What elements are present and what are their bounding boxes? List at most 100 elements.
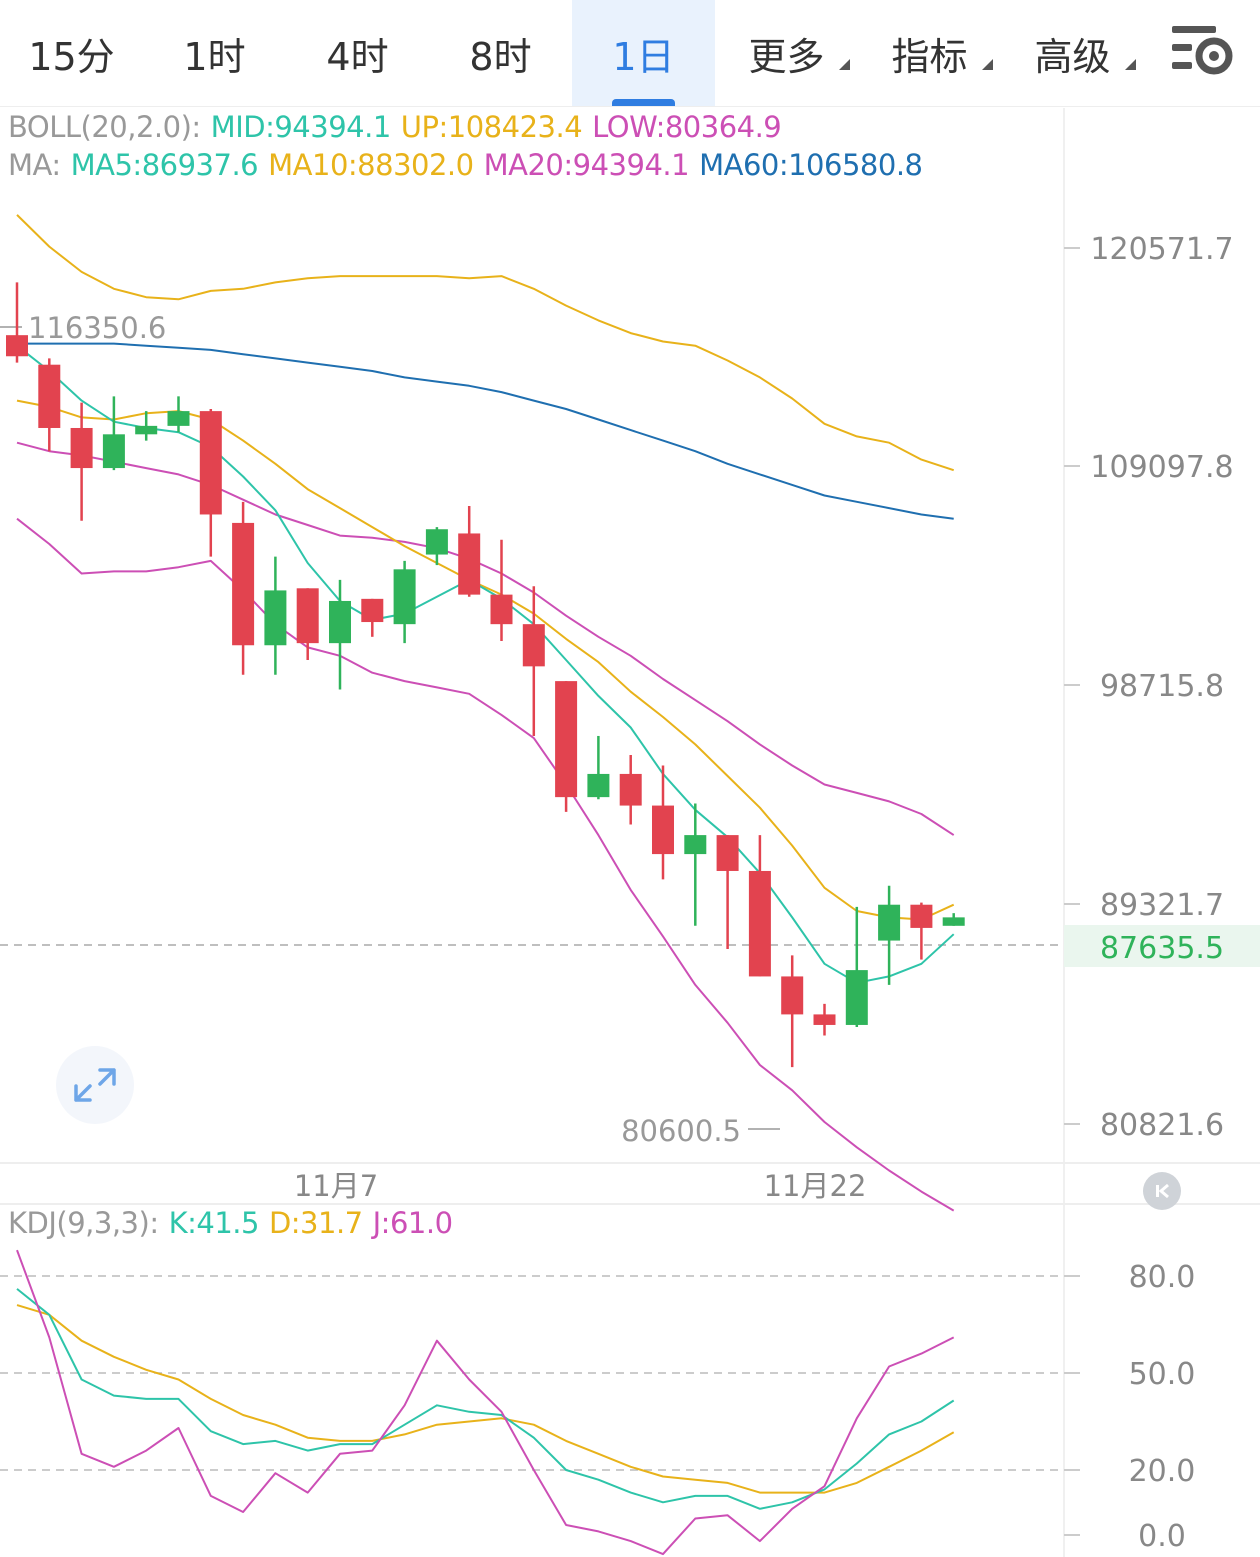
candle-body — [135, 425, 158, 435]
kdj-legend-name: KDJ(9,3,3): — [8, 1206, 159, 1240]
candle — [942, 913, 965, 926]
candle — [458, 506, 481, 597]
tab-advanced[interactable]: 高级 — [1001, 0, 1144, 106]
candle-body — [458, 533, 481, 595]
high-price-marker: 116350.6 — [28, 311, 166, 345]
candle-body — [684, 835, 707, 855]
ma10-line — [16, 399, 955, 921]
candle-body — [102, 434, 125, 469]
tab-4hour[interactable]: 4时 — [286, 0, 429, 106]
tab-indicators[interactable]: 指标 — [858, 0, 1001, 106]
candle — [232, 501, 255, 675]
candle — [393, 560, 416, 644]
candle — [910, 902, 933, 960]
tab-8hour[interactable]: 8时 — [429, 0, 572, 106]
boll-legend-name: BOLL(20,2.0): — [8, 110, 201, 144]
candle — [361, 598, 384, 637]
ma-legend: MA: MA5:86937.6 MA10:88302.0 MA20:94394.1 MA… — [8, 148, 932, 182]
candle-body — [781, 976, 804, 1015]
ma5-line — [16, 344, 955, 984]
boll-lower-line — [16, 517, 955, 1212]
kdj-k-line — [16, 1288, 955, 1510]
candle — [38, 358, 61, 452]
tab-label: 高级 — [1034, 34, 1111, 79]
boll-up-value: UP:108423.4 — [400, 110, 583, 144]
candle — [296, 588, 319, 661]
scroll-to-latest-button[interactable] — [1143, 1172, 1181, 1210]
kdj-legend: KDJ(9,3,3): K:41.5 D:31.7 J:61.0 — [8, 1206, 463, 1240]
chart-settings-button[interactable] — [1162, 18, 1242, 88]
candle-body — [619, 773, 642, 806]
candle — [70, 402, 93, 521]
dropdown-triangle-icon — [982, 59, 993, 70]
tab-label: 指标 — [891, 34, 968, 79]
candle — [878, 885, 901, 985]
candle — [329, 579, 351, 690]
candle — [199, 408, 222, 557]
candle — [490, 539, 513, 642]
date-label: 11月7 — [294, 1169, 378, 1203]
candle — [845, 906, 868, 1028]
candle — [522, 586, 545, 736]
candle-body — [232, 522, 255, 646]
ma5-value: MA5:86937.6 — [70, 148, 259, 182]
active-tab-indicator — [612, 99, 675, 106]
candle-body — [167, 411, 190, 426]
candle — [425, 527, 448, 566]
candle-body — [587, 773, 610, 798]
candle-body — [910, 904, 933, 928]
kdj-axis-label: 50.0 — [1129, 1357, 1196, 1392]
kdj-axis-label: 80.0 — [1129, 1260, 1196, 1295]
ma-legend-name: MA: — [8, 148, 61, 182]
candle — [6, 282, 28, 363]
candle-body — [393, 569, 416, 625]
tab-more[interactable]: 更多 — [715, 0, 858, 106]
tab-1hour[interactable]: 1时 — [143, 0, 286, 106]
candle-body — [748, 870, 771, 977]
candle — [264, 556, 287, 675]
candle — [748, 835, 771, 977]
price-axis-label: 109097.8 — [1090, 450, 1233, 485]
candle — [619, 754, 642, 825]
candle — [652, 765, 674, 880]
current-price-label: 87635.5 — [1100, 931, 1224, 966]
ma10-value: MA10:88302.0 — [268, 148, 474, 182]
kdj-lines-layer — [16, 1249, 955, 1556]
dropdown-triangle-icon — [1125, 59, 1136, 70]
kdj-d-line — [16, 1304, 955, 1494]
kdj-axis-label: 20.0 — [1129, 1454, 1196, 1489]
price-axis-label: 80821.6 — [1100, 1108, 1224, 1143]
candle — [167, 396, 190, 433]
candle — [555, 681, 578, 812]
tab-label: 更多 — [748, 34, 825, 79]
price-axis-label: 120571.7 — [1090, 232, 1233, 267]
kdj-j-value: J:61.0 — [372, 1206, 453, 1240]
candle — [587, 735, 610, 800]
candle — [813, 1003, 836, 1036]
ma60-value: MA60:106580.8 — [699, 148, 923, 182]
boll-mid-value: MID:94394.1 — [210, 110, 392, 144]
candle-body — [264, 590, 287, 646]
tab-15min[interactable]: 15分 — [0, 0, 143, 106]
candle-body — [361, 598, 384, 623]
candle-body — [199, 411, 222, 515]
kdj-axis-label: 0.0 — [1138, 1519, 1186, 1554]
fullscreen-expand-button[interactable] — [56, 1046, 134, 1124]
tab-1day[interactable]: 1日 — [572, 0, 715, 106]
dropdown-triangle-icon — [839, 59, 850, 70]
candle-body — [813, 1014, 836, 1025]
tab-label: 8时 — [469, 34, 532, 79]
current-price-box — [1064, 925, 1260, 967]
candle-body — [490, 594, 513, 625]
kdj-d-value: D:31.7 — [268, 1206, 363, 1240]
kdj-j-line — [16, 1249, 955, 1556]
candle — [684, 803, 707, 926]
tab-label: 4时 — [326, 34, 389, 79]
candles-layer — [6, 282, 965, 1068]
skip-back-icon — [1156, 1183, 1169, 1199]
candle-body — [716, 835, 739, 871]
date-label: 11月22 — [764, 1169, 867, 1203]
candle — [781, 955, 804, 1068]
low-price-marker: 80600.5 — [621, 1114, 741, 1148]
